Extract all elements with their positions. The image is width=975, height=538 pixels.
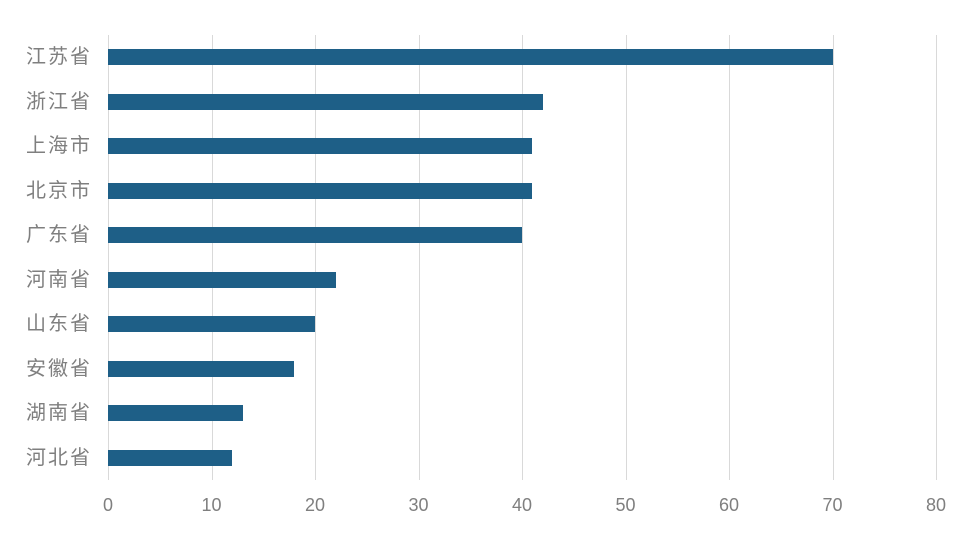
- category-label: 山东省: [26, 313, 92, 335]
- category-label: 江苏省: [26, 46, 92, 68]
- gridline: [833, 35, 834, 480]
- gridline: [729, 35, 730, 480]
- bar-山东省: [108, 316, 315, 332]
- y-axis-labels: 江苏省浙江省上海市北京市广东省河南省山东省安徽省湖南省河北省: [0, 35, 92, 480]
- gridline: [212, 35, 213, 480]
- bar-河南省: [108, 272, 336, 288]
- category-label: 广东省: [26, 224, 92, 246]
- x-tick-label: 50: [615, 495, 636, 515]
- gridline: [936, 35, 937, 480]
- plot-area: [108, 35, 937, 480]
- bar-上海市: [108, 138, 532, 154]
- gridline: [108, 35, 109, 480]
- gridline: [315, 35, 316, 480]
- x-tick-label: 40: [511, 495, 533, 515]
- gridline: [522, 35, 523, 480]
- category-label: 湖南省: [26, 402, 92, 424]
- bar-湖南省: [108, 405, 243, 421]
- x-tick-label: 70: [822, 495, 843, 515]
- gridline: [419, 35, 420, 480]
- category-label: 上海市: [26, 135, 92, 157]
- x-tick-label: 30: [408, 495, 429, 515]
- x-tick-label: 10: [201, 495, 222, 515]
- bar-广东省: [108, 227, 522, 243]
- category-label: 河南省: [26, 269, 92, 291]
- category-label: 河北省: [26, 447, 92, 469]
- category-label: 浙江省: [26, 91, 92, 113]
- x-axis-labels: 0 10 20 30 40 50 60 70 80: [0, 492, 975, 518]
- bar-河北省: [108, 450, 232, 466]
- x-tick-label: 20: [304, 495, 326, 515]
- bar-浙江省: [108, 94, 543, 110]
- x-tick-label: 80: [925, 495, 947, 515]
- bar-北京市: [108, 183, 532, 199]
- bar-安徽省: [108, 361, 294, 377]
- x-tick-label: 0: [102, 495, 114, 515]
- category-label: 安徽省: [26, 358, 92, 380]
- gridline: [626, 35, 627, 480]
- bar-江苏省: [108, 49, 833, 65]
- category-label: 北京市: [26, 180, 92, 202]
- x-tick-label: 60: [718, 495, 740, 515]
